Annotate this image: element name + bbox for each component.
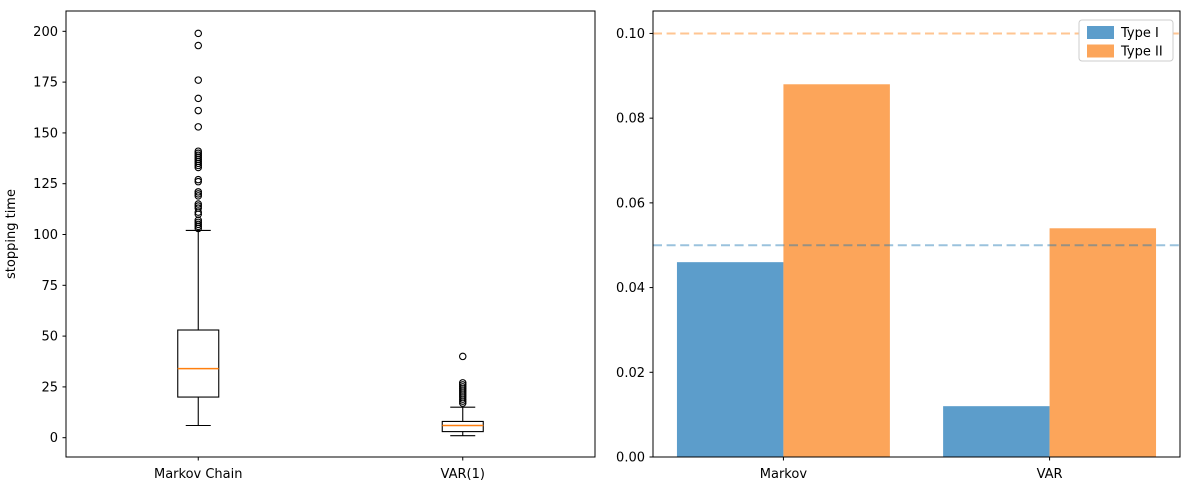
legend: Type I Type II bbox=[1078, 19, 1174, 62]
outlier-point bbox=[194, 177, 203, 186]
bar-type-ii-markov bbox=[783, 84, 890, 458]
y-tick-label: 100 bbox=[33, 228, 58, 243]
y-tick-label: 0.06 bbox=[616, 196, 645, 211]
outlier-point bbox=[194, 123, 203, 131]
y-axis-label: stopping time bbox=[4, 189, 19, 279]
outlier-point bbox=[194, 220, 203, 229]
y-tick-label: 50 bbox=[41, 330, 58, 345]
boxplot-chart: 0 25 50 75 100 125 150 175 200 Markov Chain VAR(1)… bbox=[4, 10, 596, 482]
outlier-point bbox=[458, 379, 467, 387]
y-tick-label: 0.00 bbox=[616, 451, 645, 466]
outlier-point bbox=[458, 383, 467, 391]
legend-label-type-i: Type I bbox=[1120, 26, 1159, 41]
y-tick-label: 175 bbox=[33, 76, 58, 91]
outlier-point bbox=[194, 76, 203, 84]
axes-frame bbox=[65, 10, 596, 458]
outlier-point bbox=[194, 192, 203, 200]
outlier-point bbox=[194, 204, 203, 212]
y-tick-label: 150 bbox=[33, 126, 58, 141]
outlier-point bbox=[194, 149, 203, 157]
y-tick-label: 0.02 bbox=[616, 366, 645, 381]
outlier-point bbox=[194, 41, 203, 50]
outlier-point bbox=[194, 147, 203, 155]
outlier-point bbox=[194, 175, 203, 184]
outlier-point bbox=[194, 218, 203, 227]
legend-swatch-type-ii bbox=[1087, 44, 1114, 58]
y-tick-label: 0.04 bbox=[616, 281, 645, 296]
x-tick-label-markov-chain: Markov Chain bbox=[154, 467, 243, 482]
y-tick-label: 0.10 bbox=[616, 27, 645, 42]
y-tick-label: 0.08 bbox=[616, 112, 645, 127]
outlier-point bbox=[458, 381, 467, 389]
bar-type-i-var bbox=[943, 406, 1050, 457]
iqr-box bbox=[441, 420, 484, 433]
legend-label-type-ii: Type II bbox=[1120, 45, 1163, 60]
y-tick-label: 200 bbox=[33, 25, 58, 40]
outlier-point bbox=[194, 200, 203, 208]
outlier-point bbox=[194, 188, 203, 196]
outlier-point bbox=[194, 29, 203, 38]
y-tick-label: 25 bbox=[41, 380, 58, 395]
y-tick-label: 0 bbox=[50, 431, 58, 446]
box-markov-chain bbox=[177, 29, 220, 427]
outlier-point bbox=[194, 94, 203, 103]
iqr-box bbox=[177, 329, 220, 398]
x-tick-label-var-1-: VAR(1) bbox=[441, 467, 485, 482]
x-tick-label-markov: Markov bbox=[760, 467, 808, 482]
outlier-point bbox=[194, 202, 203, 210]
x-tick-label-var: VAR bbox=[1037, 467, 1063, 482]
outlier-point bbox=[194, 190, 203, 198]
box-var-1- bbox=[441, 352, 484, 437]
bar-type-ii-var bbox=[1049, 228, 1157, 457]
legend-swatch-type-i bbox=[1087, 26, 1114, 39]
outlier-point bbox=[194, 151, 203, 160]
axes-frame bbox=[652, 10, 1181, 458]
outlier-point bbox=[458, 352, 467, 361]
bar-type-i-markov bbox=[676, 262, 784, 457]
outlier-point bbox=[194, 106, 203, 115]
y-tick-label: 125 bbox=[33, 177, 58, 192]
y-tick-label: 75 bbox=[41, 279, 58, 294]
